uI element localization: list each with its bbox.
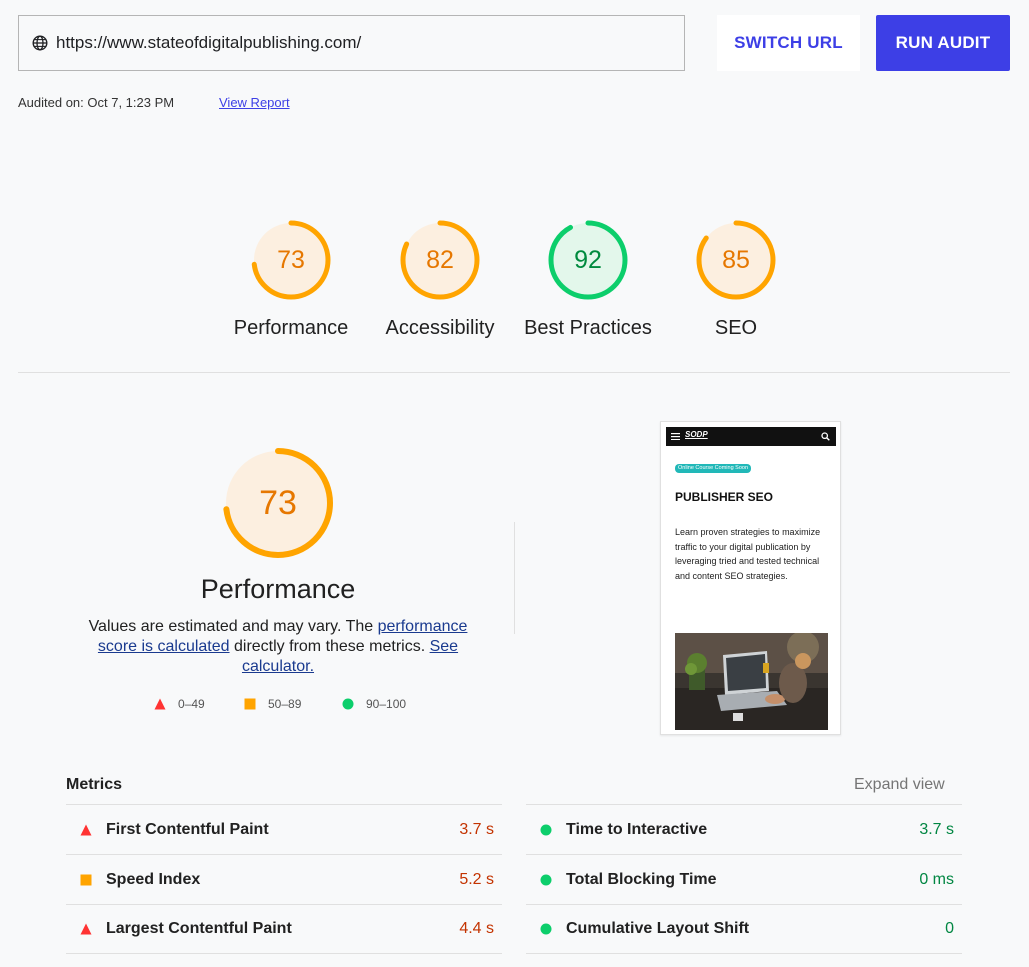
gauge-score: 82 [426, 246, 454, 274]
legend-average-label: 50–89 [268, 697, 302, 711]
preview-title: PUBLISHER SEO [675, 490, 774, 504]
gauge-accessibility-ring: 82 [400, 220, 480, 300]
metrics-left-column: First Contentful Paint 3.7 s Speed Index… [66, 804, 502, 954]
metric-name: Largest Contentful Paint [106, 920, 292, 937]
see-calculator-link[interactable]: See calculator. [241, 638, 459, 675]
gauge-seo-ring: 85 [696, 220, 776, 300]
run-audit-button[interactable]: RUN AUDIT [876, 15, 1010, 71]
triangle-icon [80, 824, 92, 835]
gauge-score: 85 [722, 246, 750, 274]
metric-value: 0 [945, 920, 954, 937]
gauge-background [254, 223, 328, 297]
circle-icon [342, 698, 354, 710]
url-input[interactable]: https://www.stateofdigitalpublishing.com… [18, 15, 685, 71]
performance-score-gauge: 73 [178, 446, 378, 565]
triangle-icon [80, 923, 92, 935]
switch-url-button[interactable]: SWITCH URL [717, 15, 860, 71]
gauge-score: 73 [259, 484, 297, 522]
gauge-arc [400, 220, 480, 300]
performance-title: Performance [200, 574, 356, 604]
preview-body-text: Learn proven strategies to maximize traf… [675, 527, 821, 581]
metrics-right-column: Time to Interactive 3.7 s Total Blocking… [526, 804, 962, 954]
audited-on-text: Audited on: Oct 7, 1:23 PM [18, 95, 175, 110]
gauge-best-practices[interactable]: 92 Best Practices [513, 219, 663, 340]
circle-icon [540, 874, 552, 885]
metric-cumulative-layout-shift[interactable]: Cumulative Layout Shift 0 [526, 904, 962, 954]
gauge-seo[interactable]: 85 SEO [661, 219, 811, 340]
performance-description: Values are estimated and may vary. The p… [78, 617, 478, 677]
performance-score-link[interactable]: performance score is calculated [97, 618, 468, 655]
circle-icon [540, 923, 552, 935]
metric-name: Speed Index [106, 870, 201, 888]
url-text: https://www.stateofdigitalpublishing.com… [56, 33, 362, 52]
gauge-background [699, 223, 773, 297]
gauge-accessibility-label: Accessibility [385, 317, 495, 339]
performance-desc-middle: directly from these metrics. [229, 638, 430, 655]
gauge-performance-label: Performance [233, 317, 349, 339]
preview-badge: Online Course Coming Soon [675, 464, 752, 473]
gauge-background [226, 451, 330, 555]
gauge-score: 73 [277, 246, 305, 274]
performance-desc-prefix: Values are estimated and may vary. The [88, 618, 378, 635]
metrics-title: Metrics [66, 776, 123, 793]
square-icon [80, 874, 92, 885]
vertical-separator [514, 522, 515, 634]
metric-name: Total Blocking Time [566, 870, 717, 888]
gauge-arc [251, 220, 331, 300]
section-divider [18, 372, 1010, 373]
gauge-background [403, 223, 477, 297]
metric-value: 5.2 s [459, 870, 494, 888]
metric-speed-index[interactable]: Speed Index 5.2 s [66, 854, 502, 904]
metric-time-to-interactive[interactable]: Time to Interactive 3.7 s [526, 804, 962, 854]
circle-icon [540, 824, 552, 835]
gauge-performance-ring: 73 [251, 220, 331, 300]
metric-name: First Contentful Paint [106, 820, 269, 838]
square-icon [244, 698, 256, 710]
legend-fail-label: 0–49 [178, 697, 205, 711]
gauge-best-practices-label: Best Practices [524, 317, 652, 339]
legend-fail: 0–49 [154, 697, 205, 711]
performance-score-ring: 73 [223, 448, 333, 558]
gauge-arc [696, 220, 776, 300]
gauge-best-practices-ring: 92 [548, 220, 628, 300]
preview-header-bar: SODP [666, 427, 836, 446]
globe-icon [32, 35, 48, 51]
gauge-arc [548, 220, 628, 300]
legend-pass: 90–100 [342, 697, 406, 711]
page-screenshot-preview: SODP Online Course Coming Soon PUBLISHER… [660, 421, 841, 735]
triangle-icon [154, 698, 166, 710]
view-report-link[interactable]: View Report [219, 95, 290, 110]
legend-pass-label: 90–100 [366, 697, 407, 711]
legend-average: 50–89 [244, 697, 301, 711]
preview-laptop-photo [675, 633, 828, 730]
metric-value: 3.7 s [919, 820, 954, 838]
metric-first-contentful-paint[interactable]: First Contentful Paint 3.7 s [66, 804, 502, 854]
gauge-score: 92 [574, 246, 602, 274]
gauge-background [551, 223, 625, 297]
gauge-seo-label: SEO [714, 317, 758, 339]
metric-name: Cumulative Layout Shift [566, 920, 750, 937]
hamburger-icon [671, 433, 680, 440]
metric-value: 0 ms [919, 870, 954, 888]
expand-view-toggle[interactable]: Expand view [854, 776, 945, 793]
metric-total-blocking-time[interactable]: Total Blocking Time 0 ms [526, 854, 962, 904]
metric-value: 3.7 s [459, 820, 494, 838]
gauge-accessibility[interactable]: 82 Accessibility [365, 219, 515, 340]
gauge-performance[interactable]: 73 Performance [216, 219, 366, 340]
gauge-arc [223, 448, 333, 558]
metric-value: 4.4 s [459, 920, 494, 937]
metric-name: Time to Interactive [566, 820, 708, 838]
preview-logo: SODP [685, 430, 708, 439]
search-icon [821, 432, 830, 441]
metric-largest-contentful-paint[interactable]: Largest Contentful Paint 4.4 s [66, 904, 502, 954]
